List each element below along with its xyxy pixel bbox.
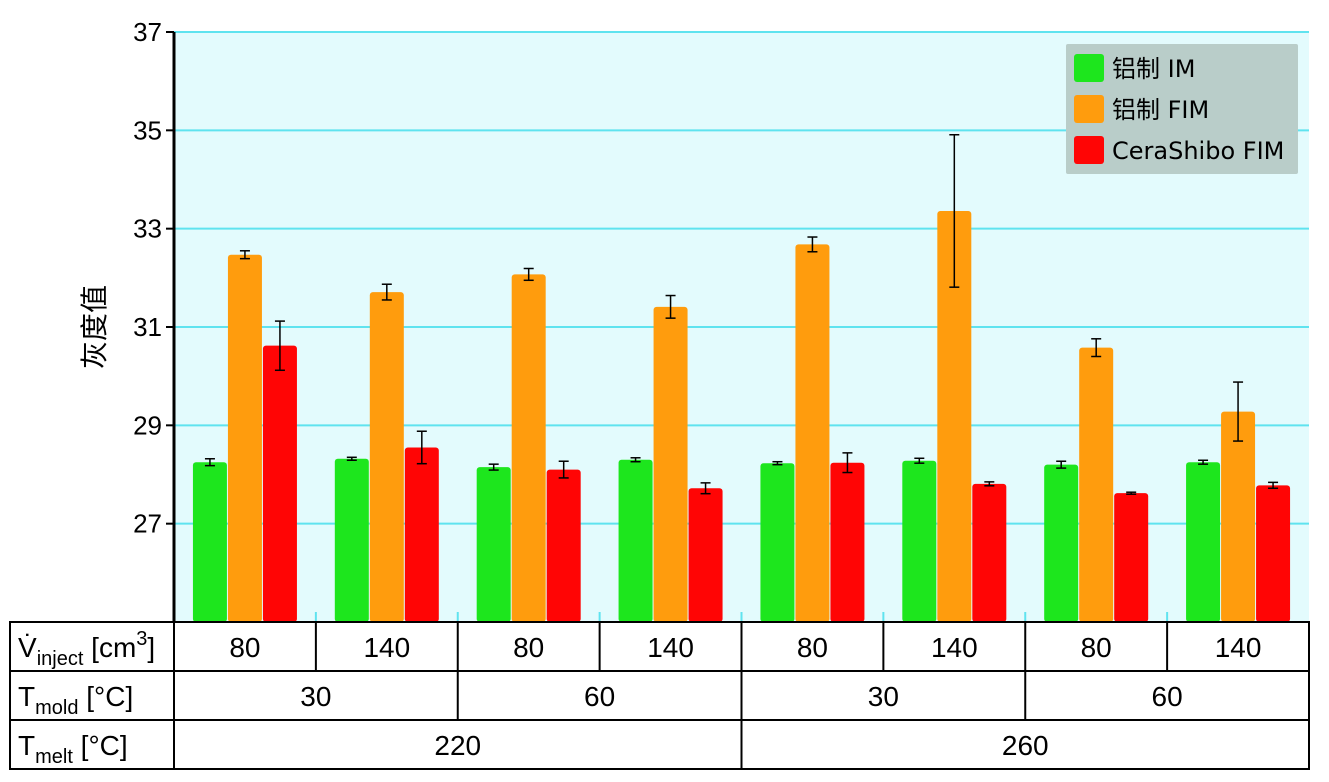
error-bar	[1091, 338, 1102, 358]
bar	[1221, 411, 1256, 622]
table-cell: 80	[1081, 632, 1112, 663]
table-cell: 80	[513, 632, 544, 663]
bar	[653, 306, 688, 622]
bar	[972, 483, 1007, 622]
y-tick-label: 37	[133, 17, 162, 47]
error-bar	[523, 267, 534, 282]
error-bar	[274, 320, 285, 372]
table-cell: 140	[931, 632, 978, 663]
legend-item: 铝制 FIM	[1074, 95, 1209, 124]
bar	[476, 467, 511, 622]
bar	[404, 447, 439, 622]
error-bar	[416, 430, 427, 465]
bar	[1079, 347, 1114, 622]
bar	[1256, 485, 1291, 622]
table-row: Tmold [°C] 30 60 30 60	[18, 671, 1183, 720]
table-cell: 220	[434, 730, 481, 761]
error-bar	[488, 463, 499, 471]
table-cell: 140	[1215, 632, 1262, 663]
error-bar	[346, 456, 357, 461]
legend-label: CeraShibo FIM	[1112, 137, 1284, 165]
bar	[227, 254, 262, 622]
bar	[760, 463, 795, 622]
table-row: V̇inject [cm3] 80 140 80 140 80 140 80 140	[18, 622, 1261, 671]
bar	[546, 469, 581, 622]
bar	[795, 244, 830, 622]
table-row-label: Tmelt [°C]	[18, 730, 128, 768]
error-bar	[807, 236, 818, 253]
legend-item: CeraShibo FIM	[1074, 136, 1284, 165]
table-cell: 80	[229, 632, 260, 663]
bar	[902, 460, 937, 622]
parameter-table: V̇inject [cm3] 80 140 80 140 80 140 80 140 Tmold …	[9, 621, 1310, 770]
error-bar	[558, 460, 569, 479]
legend-label: 铝制 FIM	[1112, 96, 1209, 124]
error-bar	[204, 458, 215, 467]
y-tick-label: 29	[133, 410, 162, 440]
y-axis-title: 灰度值	[78, 285, 111, 369]
error-bar	[949, 134, 960, 288]
legend-item: 铝制 IM	[1074, 54, 1195, 83]
error-bar	[842, 452, 853, 474]
error-bar	[1198, 459, 1209, 465]
y-tick-label: 27	[133, 509, 162, 539]
table-row-label: Tmold [°C]	[18, 681, 133, 719]
table-frame	[9, 621, 1310, 770]
error-bar	[772, 460, 783, 466]
table-cell: 80	[797, 632, 828, 663]
y-tick-label: 35	[133, 115, 162, 145]
bar	[1044, 464, 1079, 622]
table-cell: 260	[1002, 730, 1049, 761]
error-bar	[630, 457, 641, 463]
error-bar	[665, 294, 676, 319]
bar	[511, 274, 546, 622]
bar	[262, 345, 297, 622]
bar	[369, 292, 404, 622]
table-cell: 60	[584, 681, 615, 712]
bar	[688, 488, 723, 622]
y-tick-label: 33	[133, 214, 162, 244]
error-bar	[239, 250, 250, 260]
bar	[334, 458, 369, 622]
legend-swatch	[1074, 136, 1104, 164]
table-row: Tmelt [°C] 220 260	[18, 720, 1049, 769]
legend-background	[1066, 44, 1298, 174]
bars	[192, 134, 1291, 622]
error-bar	[381, 283, 392, 301]
error-bar	[984, 481, 995, 487]
table-cell: 140	[363, 632, 410, 663]
bar	[830, 462, 865, 622]
bar	[1186, 462, 1221, 622]
table-cell: 30	[868, 681, 899, 712]
bar	[192, 462, 227, 622]
error-bar	[1233, 381, 1244, 442]
table-row-label: V̇inject [cm3]	[18, 628, 155, 670]
legend-label: 铝制 IM	[1112, 55, 1195, 83]
table-cell: 140	[647, 632, 694, 663]
legend-swatch	[1074, 54, 1104, 82]
legend-swatch	[1074, 95, 1104, 123]
legend: 铝制 IM 铝制 FIM CeraShibo FIM	[1066, 44, 1298, 174]
error-bar	[1126, 491, 1137, 495]
error-bar	[1268, 481, 1279, 490]
bar	[937, 210, 972, 622]
bar	[618, 459, 653, 622]
y-axis: 27 29 31 33 35 37	[133, 17, 176, 622]
error-bar	[914, 457, 925, 464]
table-cell: 30	[300, 681, 331, 712]
error-bar	[1056, 460, 1067, 469]
table-cell: 60	[1152, 681, 1183, 712]
y-tick-label: 31	[133, 312, 162, 342]
error-bar	[700, 482, 711, 495]
bar	[1114, 493, 1149, 622]
